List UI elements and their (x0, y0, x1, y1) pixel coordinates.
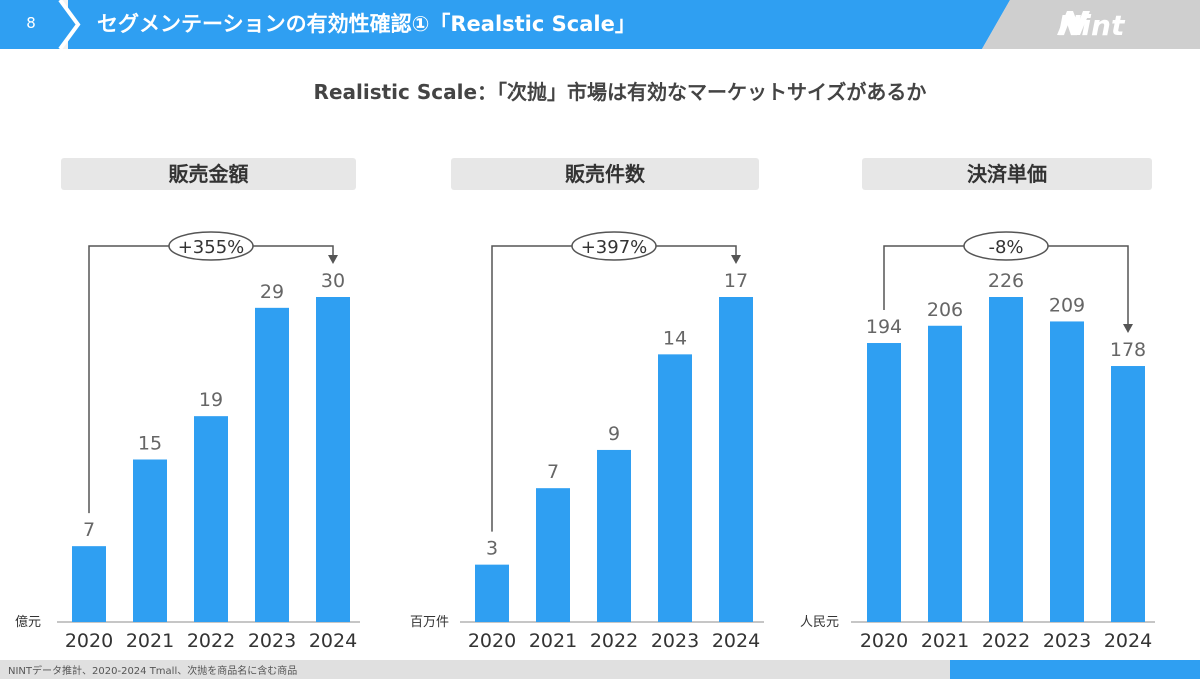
growth-arrowhead (1123, 324, 1133, 334)
tick-label-2024: 2024 (1104, 630, 1152, 652)
growth-badge (168, 231, 254, 261)
value-label-2020: 7 (83, 519, 95, 541)
bar-2024 (1111, 366, 1145, 622)
value-label-2022: 226 (988, 270, 1024, 292)
value-label-2021: 206 (927, 299, 963, 321)
tick-label-2024: 2024 (309, 630, 357, 652)
bar-2020 (72, 546, 106, 622)
growth-label: +355% (178, 237, 245, 258)
tick-label-2020: 2020 (860, 630, 908, 652)
value-label-2023: 209 (1049, 294, 1085, 316)
tick-label-2023: 2023 (651, 630, 699, 652)
value-label-2024: 178 (1110, 339, 1146, 361)
tick-label-2021: 2021 (126, 630, 174, 652)
chevron-divider (58, 0, 81, 49)
tick-label-2022: 2022 (982, 630, 1030, 652)
bar-2022 (989, 297, 1023, 622)
growth-badge (571, 231, 657, 261)
unit-label: 人民元 (800, 615, 839, 630)
value-label-2022: 19 (199, 389, 223, 411)
tick-label-2021: 2021 (529, 630, 577, 652)
nint-logo: Nint (1054, 8, 1124, 42)
footer-accent (950, 660, 1200, 679)
bar-2022 (194, 416, 228, 622)
slide-subtitle: Realistic Scale：「次抛」市場は有効なマーケットサイズがあるか (313, 80, 927, 104)
bar-2020 (475, 564, 509, 622)
value-label-2020: 194 (866, 316, 902, 338)
tick-label-2020: 2020 (65, 630, 113, 652)
value-label-2024: 17 (724, 270, 748, 292)
nint-logo-icon (1057, 11, 1090, 35)
logo-band (982, 0, 1200, 49)
bar-2021 (536, 488, 570, 622)
source-note: NINTデータ推計、2020-2024 Tmall、次抛を商品名に含む商品 (8, 666, 298, 677)
panel-title-unit-price: 決済単価 (862, 158, 1152, 190)
bar-2023 (658, 354, 692, 622)
bar-2020 (867, 343, 901, 622)
value-label-2023: 29 (260, 281, 284, 303)
unit-label: 百万件 (410, 615, 449, 630)
value-label-2022: 9 (608, 423, 620, 445)
header-band: 8 セグメンテーションの有効性確認①「Realstic Scale」 Nint (0, 0, 1200, 49)
bar-2023 (1050, 321, 1084, 622)
title-band (68, 0, 1010, 49)
bar-2022 (597, 449, 631, 622)
growth-label: +397% (581, 237, 648, 258)
bar-2024 (316, 297, 350, 622)
panel-title-sales-count: 販売件数 (451, 158, 759, 190)
value-label-2021: 15 (138, 433, 162, 455)
growth-arrowhead (328, 255, 338, 264)
slide-title: セグメンテーションの有効性確認①「Realstic Scale」 (97, 12, 636, 36)
bar-2023 (255, 307, 289, 622)
tick-label-2021: 2021 (921, 630, 969, 652)
slide-number-chevron (0, 0, 78, 49)
bar-2021 (928, 325, 962, 622)
value-label-2024: 30 (321, 270, 345, 292)
tick-label-2020: 2020 (468, 630, 516, 652)
tick-label-2022: 2022 (187, 630, 235, 652)
growth-badge (963, 231, 1049, 261)
footer-band (0, 660, 1200, 679)
bar-2021 (133, 459, 167, 622)
header-shapes (0, 0, 1200, 49)
growth-label: -8% (988, 237, 1023, 258)
tick-label-2022: 2022 (590, 630, 638, 652)
bar-2024 (719, 297, 753, 622)
value-label-2023: 14 (663, 327, 687, 349)
slide-number: 8 (26, 14, 36, 32)
tick-label-2023: 2023 (1043, 630, 1091, 652)
unit-label: 億元 (15, 614, 41, 630)
tick-label-2023: 2023 (248, 630, 296, 652)
growth-arrowhead (731, 255, 741, 264)
panel-title-sales-amount: 販売金額 (61, 158, 356, 190)
value-label-2020: 3 (486, 538, 498, 560)
tick-label-2024: 2024 (712, 630, 760, 652)
value-label-2021: 7 (547, 461, 559, 483)
